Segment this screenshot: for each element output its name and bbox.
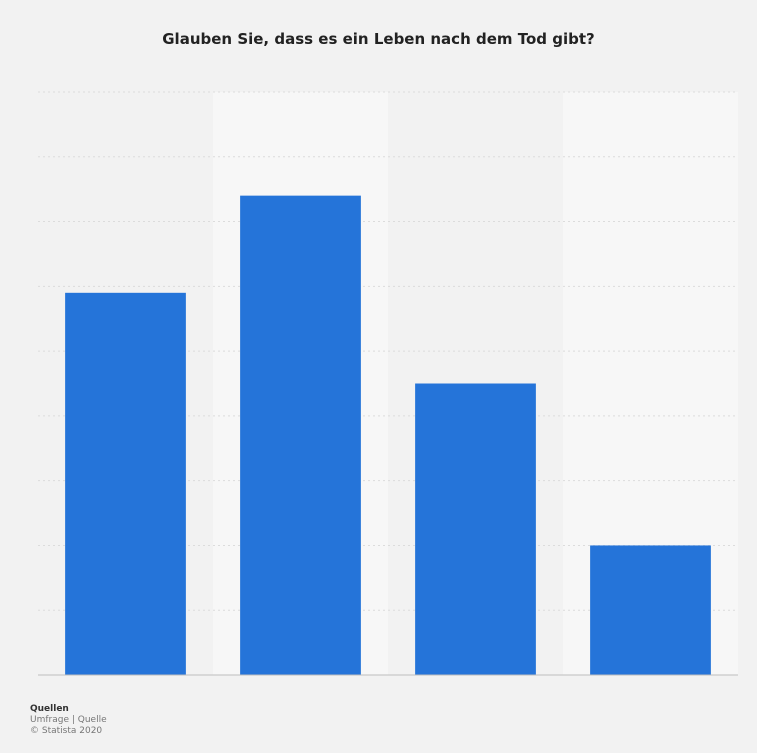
bars [65,195,711,676]
source-label: Quellen [30,704,69,714]
chart-title: Glauben Sie, dass es ein Leben nach dem … [162,30,595,48]
source-note: Quellen Umfrage | Quelle © Statista 2020 [30,704,107,737]
source-line: © Statista 2020 [30,726,103,736]
bar[interactable] [590,545,711,675]
source-line: Umfrage | Quelle [30,715,107,725]
bar[interactable] [240,195,361,675]
bar[interactable] [415,383,536,676]
bar[interactable] [65,292,186,675]
